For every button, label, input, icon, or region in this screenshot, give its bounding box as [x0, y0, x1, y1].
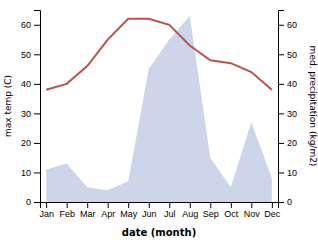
tick-label: 50	[287, 50, 297, 60]
tick: Oct	[224, 202, 239, 219]
tick-label: 40	[287, 79, 297, 89]
tick: 20	[278, 138, 297, 148]
tick-mark	[34, 54, 40, 55]
tick-mark	[190, 202, 191, 208]
tick-label: 50	[21, 50, 31, 60]
y2-axis: 0 10 20 30 40 50 60	[278, 11, 297, 208]
tick-label: Sep	[203, 209, 219, 219]
tick-mark	[278, 143, 284, 144]
tick-label: Feb	[59, 209, 75, 219]
tick-mark	[34, 143, 40, 144]
tick: 50	[278, 50, 297, 60]
line	[46, 19, 272, 90]
tick-label: Apr	[101, 209, 115, 219]
tick-mark	[34, 113, 40, 114]
tick: 10	[21, 168, 40, 178]
tick-label: 60	[287, 20, 297, 30]
tick-label: 0	[287, 197, 292, 207]
tick-mark	[34, 84, 40, 85]
area	[46, 16, 272, 202]
tick-label: 40	[21, 79, 31, 89]
tick-mark	[34, 202, 40, 203]
tick: 10	[278, 168, 297, 178]
tick-label: 10	[287, 168, 297, 178]
tick-mark	[278, 54, 284, 55]
y-axis-line	[34, 11, 41, 203]
tick: 30	[21, 109, 40, 119]
tick-mark	[149, 202, 150, 208]
tick-mark	[108, 202, 109, 208]
tick-label: 0	[26, 197, 31, 207]
tick-mark	[34, 25, 40, 26]
tick-mark	[251, 202, 252, 208]
tick-mark	[278, 84, 284, 85]
tick-mark	[46, 202, 47, 208]
tick-mark	[278, 113, 284, 114]
tick-mark	[278, 172, 284, 173]
tick: Mar	[80, 202, 96, 219]
tick: Jul	[164, 202, 176, 219]
tick-label: 30	[287, 109, 297, 119]
tick-mark	[231, 202, 232, 208]
tick-label: Jul	[164, 209, 176, 219]
tick: 40	[278, 79, 297, 89]
tick-mark	[34, 172, 40, 173]
tick: Jan	[39, 202, 54, 219]
marks	[46, 16, 272, 202]
tick: Feb	[59, 202, 75, 219]
x-axis-line	[41, 203, 279, 209]
x-axis-title: date (month)	[122, 227, 196, 238]
tick: 40	[21, 79, 40, 89]
x-axis: Jan Feb Mar Apr May Jun Jul Aug Sep Oct NovDec	[39, 202, 280, 219]
chart: Jan Feb Mar Apr May Jun Jul Aug Sep Oct NovDec 0 10 2…	[0, 0, 318, 242]
tick: Jun	[142, 202, 157, 219]
tick: Dec	[264, 202, 281, 219]
tick-label: Dec	[264, 209, 281, 219]
tick-mark	[87, 202, 88, 208]
tick: Aug	[182, 202, 198, 219]
tick: 0	[26, 197, 40, 207]
tick-label: 10	[21, 168, 31, 178]
tick: 50	[21, 50, 40, 60]
tick-mark	[169, 202, 170, 208]
y2-axis-title: med. precipitation (kg/m2)	[308, 46, 318, 167]
tick-mark	[278, 202, 284, 203]
y2-axis-line	[279, 11, 285, 203]
y-axis-title: max temp (C)	[3, 75, 13, 137]
tick-mark	[128, 202, 129, 208]
tick-label: 20	[287, 138, 297, 148]
tick: Apr	[101, 202, 115, 219]
tick-label: 60	[21, 20, 31, 30]
tick: 0	[278, 197, 292, 207]
plot: Jan Feb Mar Apr May Jun Jul Aug Sep Oct NovDec 0 10 2…	[21, 11, 297, 220]
tick-mark	[272, 202, 273, 208]
tick-label: Aug	[182, 209, 198, 219]
tick-mark	[278, 25, 284, 26]
tick: 60	[21, 20, 40, 30]
tick: 30	[278, 109, 297, 119]
tick-label: Oct	[224, 209, 239, 219]
tick-label: 20	[21, 138, 31, 148]
tick-mark	[210, 202, 211, 208]
tick-label: Jun	[142, 209, 157, 219]
tick: Nov	[244, 202, 261, 219]
tick: Sep	[203, 202, 219, 219]
tick-mark	[67, 202, 68, 208]
y-axis: 0 10 20 30 40 50 60	[21, 11, 41, 208]
tick-label: 30	[21, 109, 31, 119]
tick: 20	[21, 138, 40, 148]
tick-label: May	[120, 209, 138, 219]
tick-label: Nov	[244, 209, 261, 219]
tick: 60	[278, 20, 297, 30]
tick-label: Mar	[80, 209, 96, 219]
tick-label: Jan	[39, 209, 54, 219]
tick: May	[120, 202, 138, 219]
